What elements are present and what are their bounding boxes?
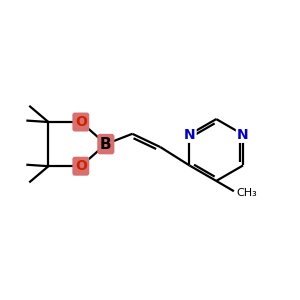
- Text: B: B: [100, 136, 112, 152]
- Text: N: N: [237, 128, 249, 142]
- Text: O: O: [75, 159, 87, 173]
- Text: N: N: [184, 128, 195, 142]
- Text: O: O: [75, 115, 87, 129]
- Text: CH₃: CH₃: [237, 188, 258, 198]
